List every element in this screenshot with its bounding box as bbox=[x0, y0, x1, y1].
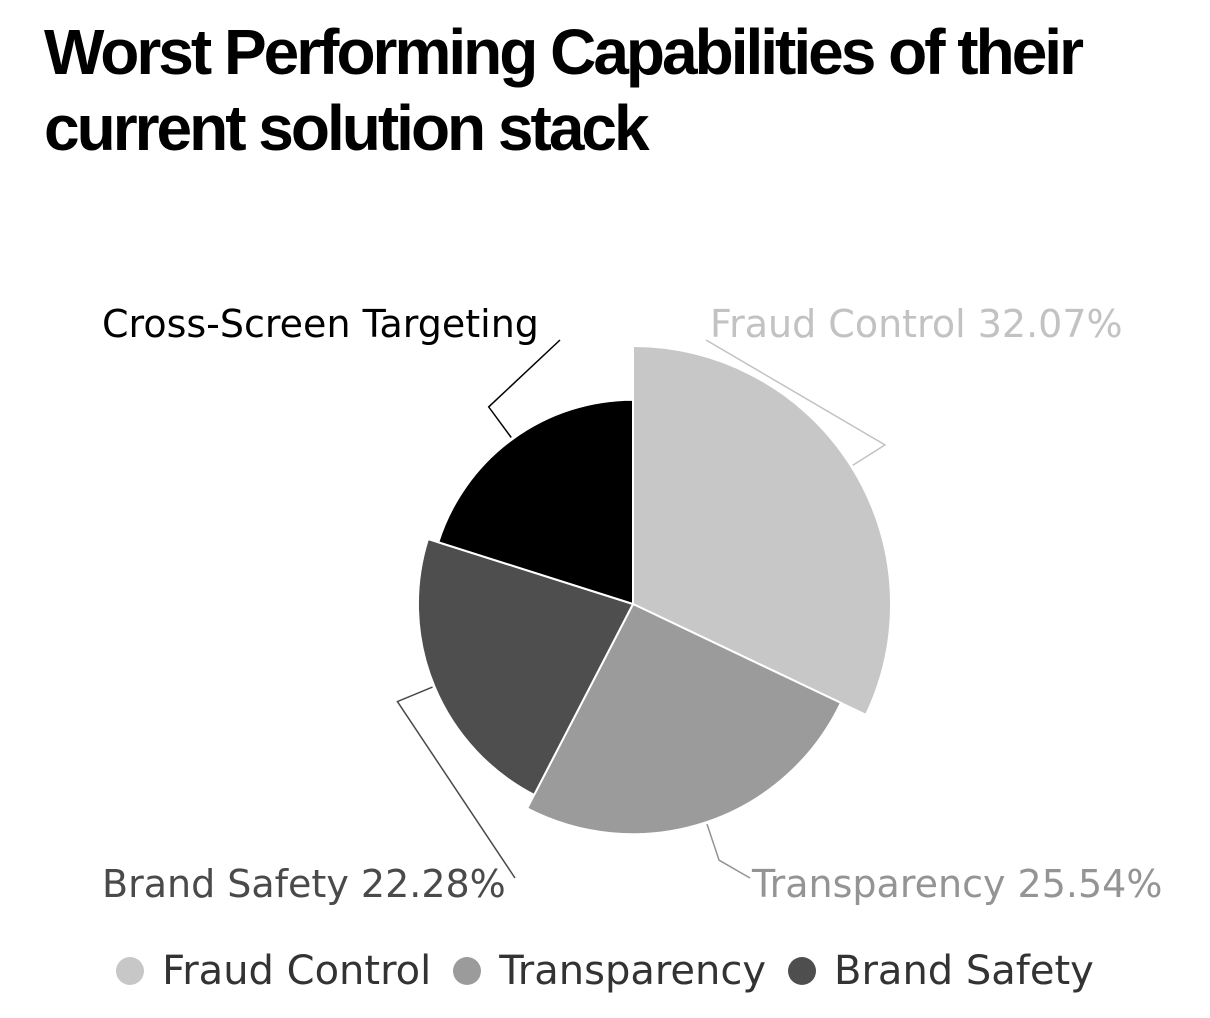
pie-slice-fraud-control[interactable] bbox=[632, 344, 892, 717]
pie-slice-brand-safety[interactable] bbox=[417, 537, 635, 797]
legend-item-brand-safety[interactable]: Brand Safety bbox=[788, 948, 1094, 994]
leader-line bbox=[706, 823, 751, 879]
slice-label-cross-screen-targeting: Cross-Screen Targeting bbox=[102, 302, 539, 346]
legend-label: Fraud Control bbox=[162, 948, 432, 994]
legend-label: Brand Safety bbox=[834, 948, 1094, 994]
leader-line bbox=[487, 339, 561, 438]
chart-legend: Fraud Control Transparency Brand Safety bbox=[0, 948, 1210, 994]
pie-slice-transparency[interactable] bbox=[525, 602, 843, 836]
leader-line bbox=[705, 339, 887, 466]
legend-label: Transparency bbox=[499, 948, 767, 994]
legend-swatch bbox=[116, 957, 145, 985]
legend-swatch bbox=[788, 957, 817, 985]
legend-item-transparency[interactable]: Transparency bbox=[453, 948, 766, 994]
pie-slice-cross-screen-targeting[interactable] bbox=[437, 398, 634, 606]
leader-line bbox=[396, 686, 516, 879]
chart-title: Worst Performing Capabilities of their c… bbox=[44, 16, 1084, 164]
slice-label-brand-safety: Brand Safety 22.28% bbox=[102, 862, 506, 906]
slice-label-fraud-control: Fraud Control 32.07% bbox=[710, 302, 1123, 346]
legend-item-fraud-control[interactable]: Fraud Control bbox=[116, 948, 431, 994]
legend-swatch bbox=[453, 957, 482, 985]
slice-label-transparency: Transparency 25.54% bbox=[751, 862, 1162, 906]
